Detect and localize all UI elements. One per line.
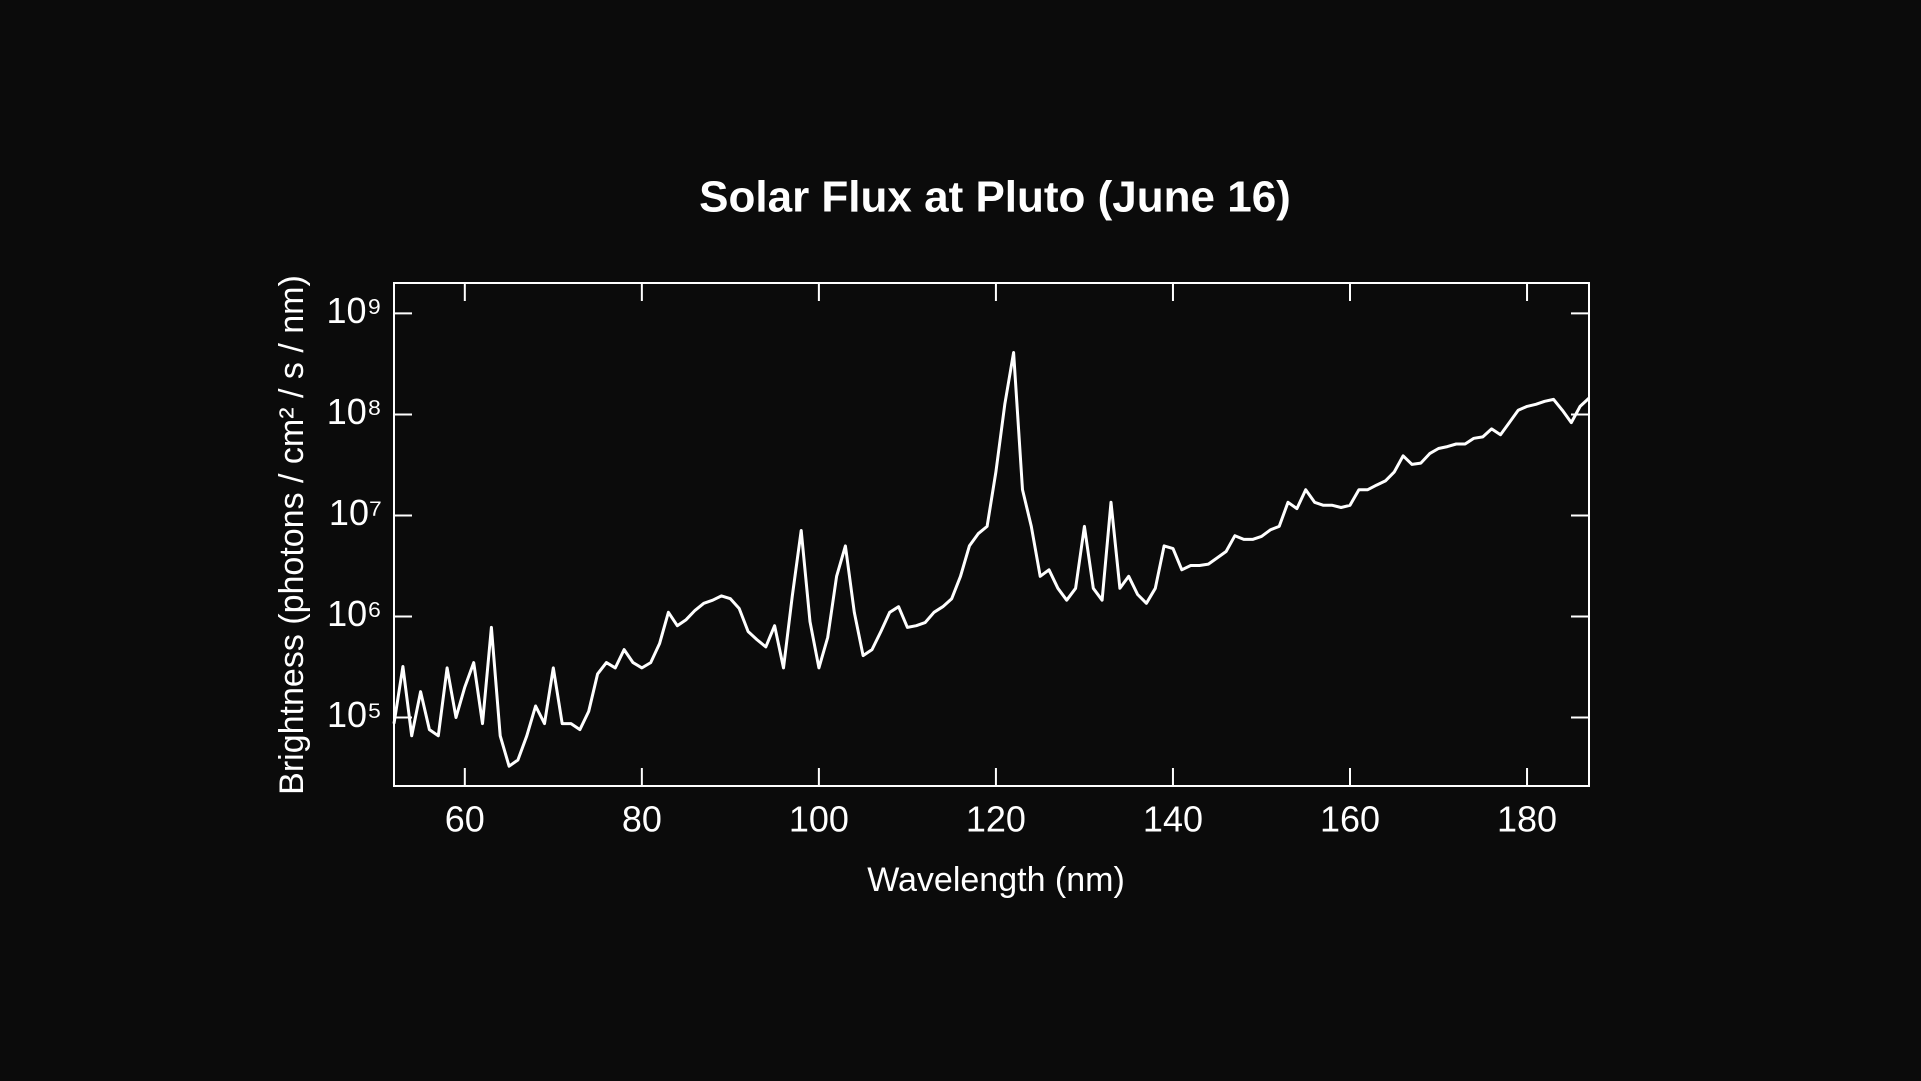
y-tick-label: 10⁵	[327, 694, 382, 735]
x-tick-label: 120	[966, 799, 1026, 840]
y-tick-label: 10⁹	[327, 290, 382, 331]
chart-title: Solar Flux at Pluto (June 16)	[699, 173, 1291, 222]
x-tick-label: 180	[1497, 799, 1557, 840]
y-axis-label: Brightness (photons / cm² / s / nm)	[273, 275, 311, 795]
x-tick-label: 60	[445, 799, 485, 840]
x-tick-label: 140	[1143, 799, 1203, 840]
y-tick-label: 10⁸	[327, 391, 382, 432]
plot-frame	[393, 282, 1590, 787]
x-axis-label: Wavelength (nm)	[867, 861, 1125, 899]
spectrum-line	[392, 351, 1591, 768]
x-tick-label: 160	[1320, 799, 1380, 840]
x-tick-label: 100	[789, 799, 849, 840]
x-tick-label: 80	[622, 799, 662, 840]
y-tick-label: 10⁶	[327, 593, 382, 634]
y-tick-label: 10⁷	[329, 492, 382, 533]
